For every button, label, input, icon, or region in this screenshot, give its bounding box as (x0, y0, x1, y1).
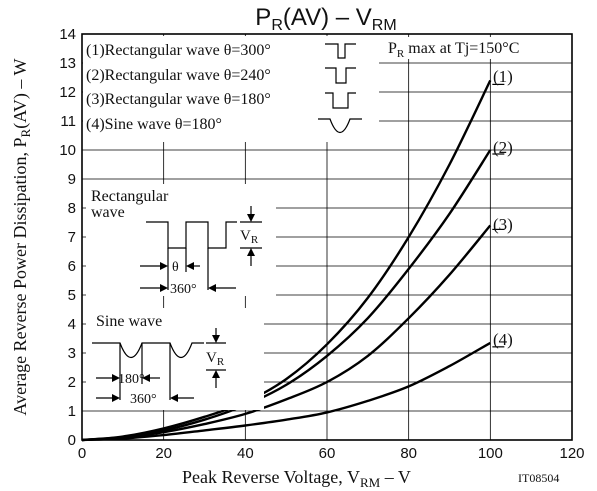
inset-rect-period: 360° (170, 282, 197, 297)
y-axis-label: Average Reverse Power Dissipation, PR(AV… (10, 58, 33, 415)
y-tick-label: 0 (68, 432, 76, 449)
x-tick-label: 120 (559, 445, 584, 462)
legend-item-1: (1)Rectangular wave θ=300° (86, 42, 271, 59)
curve-label-1: (1) (493, 67, 513, 86)
curve-label-2: (2) (493, 138, 513, 157)
y-tick-label: 9 (68, 171, 76, 188)
series-line-3 (81, 224, 492, 442)
plot-frame (81, 33, 573, 441)
curve-label-3: (3) (493, 215, 513, 234)
curve-labels: (1) (2) (3) (4) (493, 67, 513, 349)
inset-sine-wave: Sine wave 180° 360° VR (86, 308, 264, 410)
series-line-2 (81, 149, 492, 442)
y-tick-label: 8 (68, 200, 76, 217)
x-tick-label: 20 (155, 445, 172, 462)
legend-item-2: (2)Rectangular wave θ=240° (86, 67, 271, 84)
y-tick-label: 14 (59, 26, 76, 43)
inset-sine-theta: 180° (118, 372, 145, 387)
inset-sine-vr: VR (206, 350, 225, 368)
y-tick-label: 7 (68, 229, 76, 246)
sine-waveform (92, 342, 204, 359)
inset-rect-vr: VR (240, 228, 259, 246)
curve-label-4: (4) (493, 330, 513, 349)
inset-rect-title: Rectangular (91, 188, 169, 205)
inset-sine-title: Sine wave (96, 313, 162, 330)
note-text: PR max at Tj=150°C (388, 40, 519, 60)
chart-title: PR(AV) – VRM (255, 4, 396, 34)
curves (81, 79, 505, 442)
waveform-icon-2 (325, 67, 356, 84)
x-tick-label: 40 (237, 445, 254, 462)
y-tick-label: 4 (68, 316, 76, 333)
waveform-icon-3 (325, 92, 356, 109)
legend: (1)Rectangular wave θ=300° (2)Rectangula… (83, 36, 379, 142)
waveform-icon-1 (325, 43, 356, 59)
y-tick-label: 13 (59, 55, 76, 72)
legend-item-4: (4)Sine wave θ=180° (86, 116, 222, 133)
x-axis-label: Peak Reverse Voltage, VRM – V (182, 467, 411, 490)
y-tick-label: 6 (68, 258, 76, 275)
waveform-icon-4 (318, 118, 362, 134)
y-tick-label: 5 (68, 287, 76, 304)
inset-rect-subtitle: wave (91, 204, 125, 221)
inset-rectangular-wave: Rectangular wave θ 360° VR (86, 184, 276, 297)
y-tick-label: 12 (59, 84, 76, 101)
inset-sine-period: 360° (130, 392, 157, 407)
x-tick-label: 80 (400, 445, 417, 462)
rect-waveform (146, 221, 237, 249)
series-line-4 (81, 341, 491, 442)
x-tick-label: 60 (319, 445, 336, 462)
note: PR max at Tj=150°C (384, 37, 570, 60)
y-tick-label: 3 (68, 345, 76, 362)
figure-code: IT08504 (518, 471, 559, 485)
x-tick-label: 100 (478, 445, 503, 462)
inset-rect-theta: θ (172, 260, 179, 275)
y-tick-label: 10 (59, 142, 76, 159)
series-line-1 (81, 79, 492, 442)
y-tick-label: 1 (68, 403, 76, 420)
legend-item-3: (3)Rectangular wave θ=180° (86, 91, 271, 108)
x-tick-labels: 0 20 40 60 80 100 120 (78, 445, 585, 462)
y-tick-label: 11 (60, 113, 76, 130)
y-tick-label: 2 (68, 374, 76, 391)
x-tick-label: 0 (78, 445, 86, 462)
